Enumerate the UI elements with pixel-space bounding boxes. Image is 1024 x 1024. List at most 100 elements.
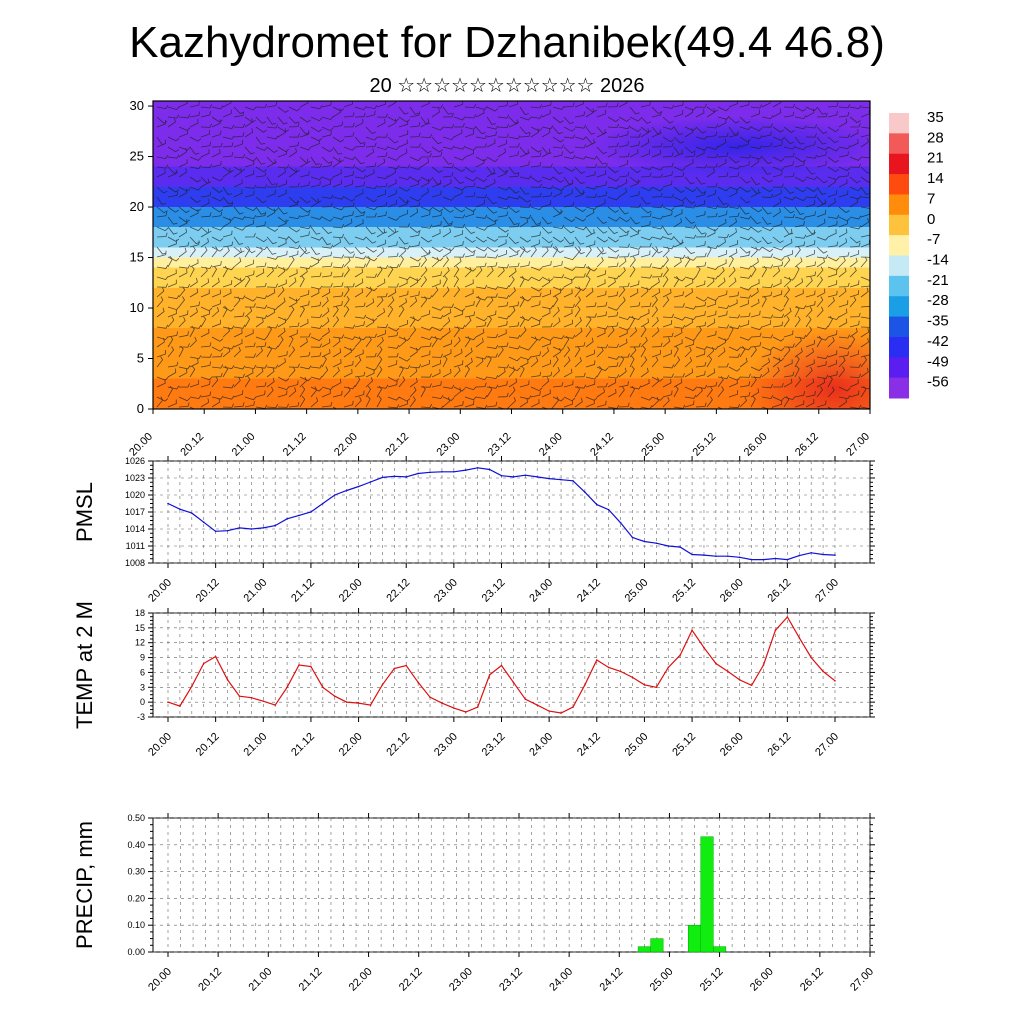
temp-line-point — [667, 666, 670, 669]
temp-line-point — [548, 710, 550, 712]
y-axis-label: PMSL — [72, 482, 97, 542]
colorbar-swatch — [889, 235, 909, 256]
x-tick-label: 25.00 — [623, 731, 651, 759]
x-tick-label: 25.12 — [698, 966, 726, 994]
temp-line-point — [453, 707, 455, 709]
x-tick-label: 27.00 — [844, 431, 872, 459]
temp-line-point — [298, 664, 300, 666]
temp-line-point — [834, 680, 836, 682]
temp-line-point — [429, 696, 431, 698]
pmsl-line-point — [488, 468, 491, 471]
x-tick-label: 20.00 — [146, 966, 174, 994]
y-tick-label: 6 — [140, 667, 145, 677]
pmsl-line-point — [798, 554, 801, 557]
x-tick-label: 20.00 — [146, 577, 174, 605]
pmsl-line-point — [774, 557, 777, 560]
x-tick-label: 24.00 — [547, 966, 575, 994]
pmsl-line-point — [214, 530, 217, 533]
pmsl-line-point — [476, 467, 479, 469]
pmsl-line-point — [393, 475, 396, 478]
x-tick-label: 26.00 — [748, 966, 776, 994]
temp-line-point — [500, 664, 503, 667]
temp-line-point — [250, 696, 253, 699]
colorbar-label: 14 — [927, 170, 944, 187]
x-tick-label: 20.12 — [194, 731, 222, 759]
temp-line-point — [607, 666, 610, 669]
pmsl-line-point — [429, 471, 431, 474]
temp-line-point — [310, 665, 312, 668]
colorbar-label: -42 — [927, 333, 949, 350]
pmsl-line-point — [548, 477, 550, 480]
temp-line-point — [393, 667, 396, 670]
colorbar-label: -28 — [927, 292, 949, 309]
colorbar-swatch — [889, 275, 909, 297]
y-tick-label: 10 — [130, 300, 144, 315]
temp-line-point — [786, 616, 789, 618]
temp-line-point — [441, 702, 443, 704]
colorbar-swatch — [889, 357, 909, 379]
x-tick-label: 22.12 — [384, 731, 412, 759]
pmsl-line-point — [536, 476, 539, 478]
x-tick-label: 22.00 — [332, 431, 360, 459]
pmsl-line-point — [298, 514, 300, 517]
colorbar-swatch — [889, 174, 909, 195]
x-tick-label: 27.00 — [813, 731, 841, 759]
pmsl-line-point — [715, 555, 717, 557]
warm-core — [744, 328, 870, 409]
x-tick-label: 20.00 — [127, 431, 155, 459]
wind-barbs — [156, 101, 870, 409]
y-tick-label: 12 — [135, 638, 145, 648]
temp-line-point — [167, 701, 169, 703]
x-tick-label: 22.00 — [337, 577, 365, 605]
colorbar-swatch — [889, 255, 909, 277]
chart-title: Kazhydromet for Dzhanibek(49.4 46.8) — [129, 18, 885, 67]
x-tick-label: 24.00 — [527, 577, 555, 605]
x-tick-label: 24.12 — [575, 731, 603, 759]
temp-line-point — [679, 654, 681, 656]
x-tick-label: 26.12 — [798, 966, 826, 994]
temp-line-point — [202, 662, 205, 665]
pmsl-line-point — [512, 476, 515, 478]
y-tick-label: 0.10 — [127, 920, 145, 930]
y-tick-label: 1011 — [126, 541, 145, 551]
y-tick-label: 15 — [130, 250, 144, 265]
temp-line-point — [691, 629, 693, 632]
y-tick-label: 3 — [140, 682, 145, 692]
x-tick-label: 20.12 — [178, 431, 206, 459]
temp-line-point — [262, 700, 265, 702]
pmsl-line-point — [595, 503, 598, 506]
pmsl-line-point — [179, 508, 181, 510]
colorbar-swatch — [889, 336, 909, 358]
temp-line-point — [560, 712, 562, 714]
y-tick-label: 1026 — [125, 456, 145, 466]
precip-bar — [700, 836, 714, 953]
x-tick-label: 21.00 — [241, 731, 269, 759]
x-tick-label: 23.12 — [480, 731, 508, 759]
x-tick-label: 21.12 — [289, 731, 317, 759]
x-tick-label: 26.12 — [766, 731, 794, 759]
colorbar-label: -35 — [927, 313, 949, 330]
y-tick-label: 0.00 — [127, 947, 145, 957]
pmsl-line-point — [607, 508, 610, 511]
x-tick-label: 24.12 — [597, 966, 625, 994]
pmsl-line-point — [643, 540, 646, 543]
x-tick-label: 24.12 — [575, 577, 603, 605]
y-tick-label: 1014 — [125, 524, 145, 534]
temp-line-point — [595, 659, 598, 661]
temp-line-point — [369, 704, 372, 706]
pmsl-line-point — [417, 472, 419, 475]
x-tick-label: 23.12 — [480, 577, 508, 605]
colorbar-swatch — [889, 296, 909, 318]
y-tick-label: 1008 — [125, 558, 145, 568]
x-tick-label: 23.12 — [486, 431, 514, 459]
pmsl-line-point — [667, 545, 670, 547]
x-tick-label: 25.12 — [691, 431, 719, 459]
pmsl-line-point — [322, 502, 324, 505]
pmsl-line-point — [786, 558, 789, 561]
x-tick-label: 26.12 — [793, 431, 821, 459]
temp-line-point — [572, 706, 574, 708]
temp-line-point — [536, 704, 539, 706]
colorbar-label: 7 — [927, 190, 935, 207]
pmsl-line-point — [453, 470, 455, 473]
pmsl-line-point — [357, 485, 360, 488]
